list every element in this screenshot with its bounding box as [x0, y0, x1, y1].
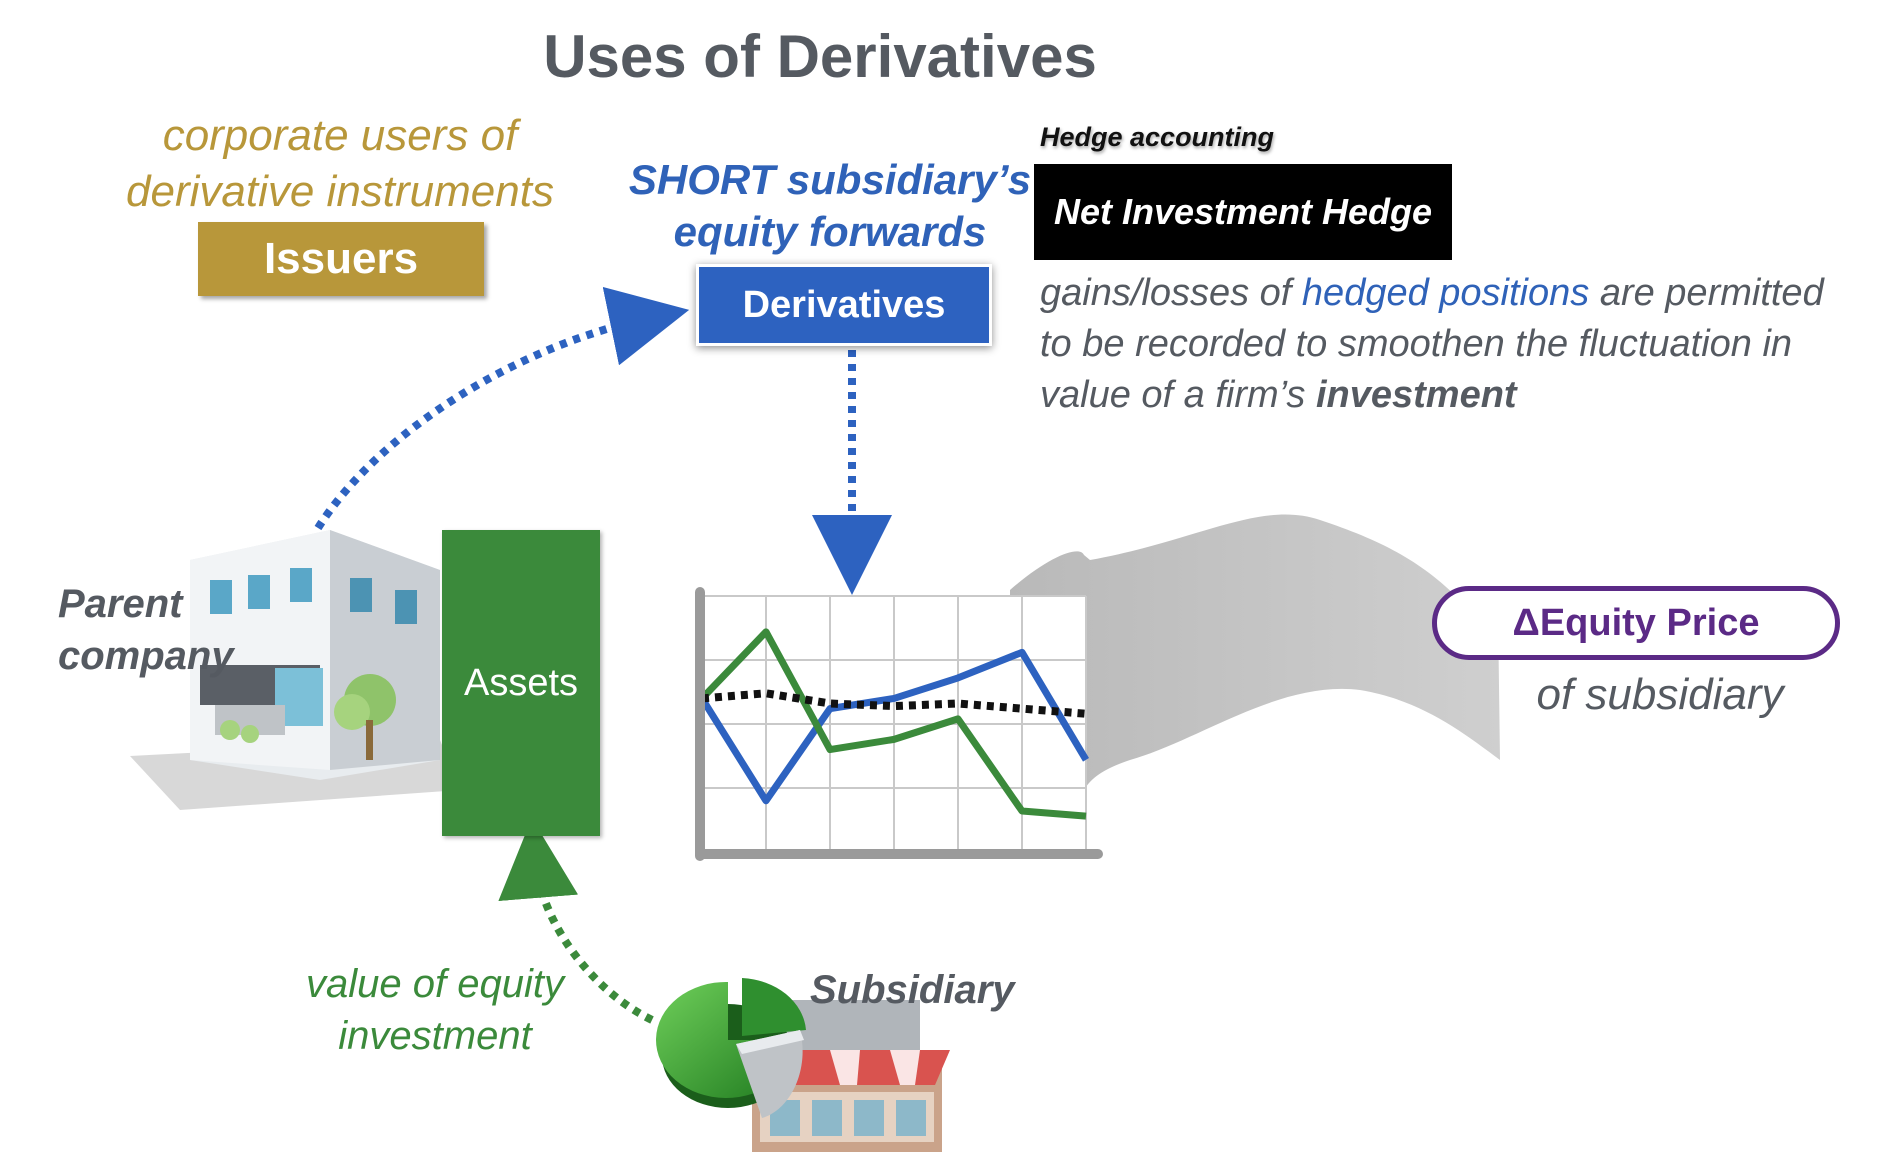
investment-bold: investment — [1315, 374, 1517, 416]
equity-price-pill: ΔEquity Price — [1432, 586, 1840, 660]
line-chart — [695, 587, 1103, 861]
pie-chart-icon — [656, 978, 806, 1118]
parent-to-derivatives-arrow — [314, 286, 690, 531]
hedge-accounting-heading: Hedge accounting — [1040, 122, 1275, 152]
net-investment-hedge-box: Net Investment Hedge — [1034, 164, 1452, 260]
chart-series-line-1 — [699, 648, 1090, 805]
hedge-description: gains/losses of hedged positions are per… — [1040, 268, 1860, 421]
parent-label-line2: company — [58, 634, 234, 678]
issuers-subtitle-line1: corporate users of — [162, 111, 518, 160]
of-subsidiary-label: of subsidiary — [1536, 670, 1784, 719]
issuers-subtitle: corporate users of derivative instrument… — [100, 108, 580, 220]
equity-fluctuation-wave — [1010, 514, 1500, 790]
hedge-desc-pre: gains/losses of — [1040, 272, 1302, 314]
issuers-box: Issuers — [198, 222, 484, 296]
derivatives-caption-line1: SHORT subsidiary’s — [628, 156, 1032, 203]
parent-label-line1: Parent — [58, 582, 183, 626]
derivatives-caption: SHORT subsidiary’s equity forwards — [600, 154, 1060, 258]
equity-investment-label: value of equity investment — [260, 958, 610, 1062]
equity-investment-line1: value of equity — [306, 962, 564, 1006]
parent-company-label: Parent company — [58, 578, 234, 682]
equity-investment-line2: investment — [338, 1014, 532, 1058]
parent-building-icon — [130, 530, 460, 810]
derivatives-box: Derivatives — [696, 264, 992, 346]
assets-box: Assets — [442, 530, 600, 836]
chart-series-line-2 — [699, 628, 1087, 820]
subsidiary-to-assets-arrow — [498, 818, 654, 1024]
chart-series — [699, 628, 1090, 820]
subsidiary-label: Subsidiary — [810, 968, 1015, 1012]
page-title: Uses of Derivatives — [543, 23, 1097, 90]
derivatives-caption-line2: equity forwards — [673, 208, 987, 255]
issuers-subtitle-line2: derivative instruments — [126, 167, 554, 216]
hedged-positions-highlight: hedged positions — [1301, 272, 1590, 314]
hedge-desc-mid: are permitted to be recorded to smoothen… — [1040, 272, 1824, 416]
